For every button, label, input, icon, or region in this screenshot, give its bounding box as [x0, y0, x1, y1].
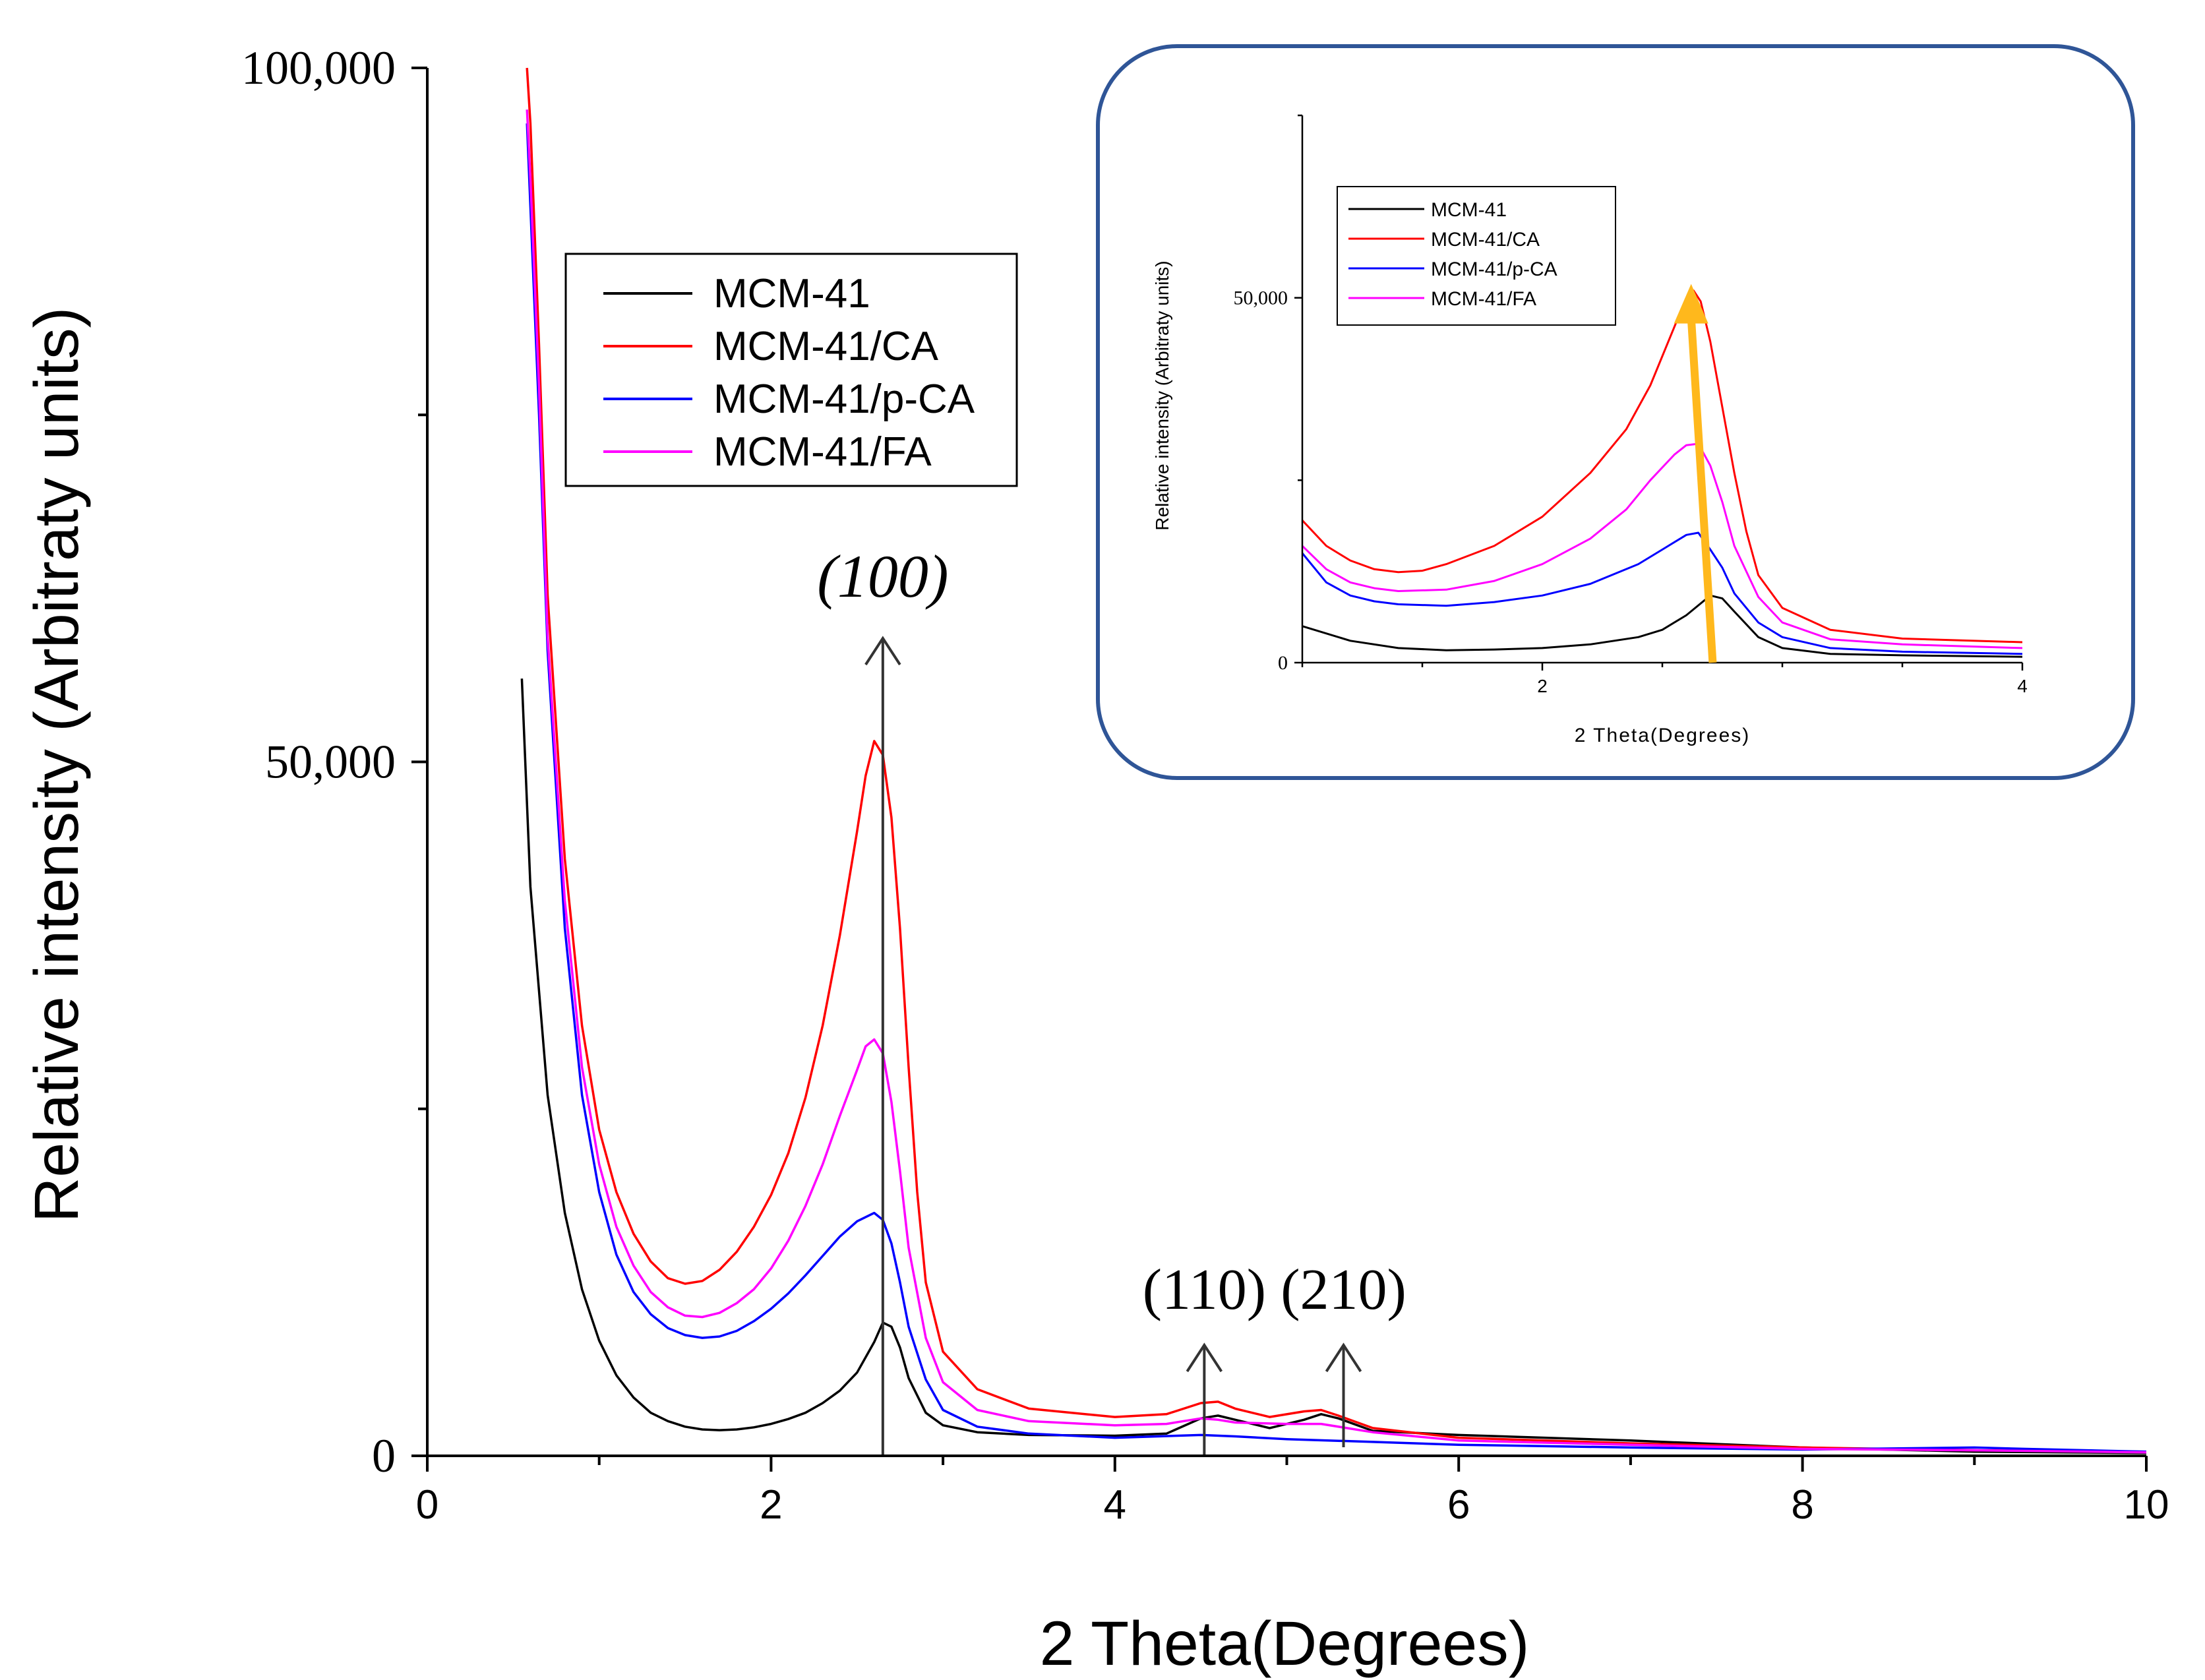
inset-panel: 2 4 0 50,000 2 Theta(Degrees) Relative inte… [1096, 44, 2135, 780]
series-mcm-41-p-ca [526, 123, 2147, 1453]
inset-series-group [1302, 289, 2022, 658]
y-tick-label: 100,000 [241, 42, 396, 94]
series-mcm-41-ca [526, 67, 2147, 1453]
main-tick-labels: 0 2 4 6 8 10 0 50,000 100,000 [241, 42, 2169, 1528]
inset-frame [1096, 44, 2135, 780]
inset-arrow-shaft [1687, 316, 1717, 663]
x-axis-label: 2 Theta(Degrees) [1040, 1609, 1530, 1679]
legend-label-ca: MCM-41/CA [713, 324, 939, 369]
inset-x-tick-label: 2 [1537, 676, 1548, 696]
inset-y-axis-label: Relative intensity (Arbitraty units) [1152, 260, 1172, 530]
inset-y-tick-label: 0 [1278, 652, 1288, 674]
main-axes [411, 67, 2148, 1472]
inset-x-tick-label: 4 [2017, 676, 2028, 696]
x-tick-label: 6 [1447, 1482, 1470, 1528]
y-tick-label: 50,000 [265, 735, 396, 788]
inset-series-mcm-41-fa [1302, 442, 2022, 649]
main-annotations: (100) (110) (210) [817, 543, 1406, 1457]
inset-x-axis-label: 2 Theta(Degrees) [1575, 725, 1751, 746]
series-mcm-41 [520, 678, 2147, 1455]
peak-label-100: (100) [817, 543, 948, 610]
legend-label-fa: MCM-41/FA [713, 429, 932, 475]
x-tick-label: 8 [1791, 1482, 1813, 1528]
inset-axes [1294, 114, 2024, 671]
peak-label-110: (110) [1143, 1258, 1266, 1322]
y-axis-label: Relative intensity (Arbitraty units) [22, 307, 92, 1223]
legend-label-mcm41: MCM-41 [713, 271, 870, 316]
x-tick-label: 2 [760, 1482, 782, 1528]
inset-y-tick-label: 50,000 [1234, 287, 1288, 309]
y-tick-label: 0 [372, 1429, 396, 1482]
inset-highlight-arrow [1674, 284, 1717, 663]
peak-arrowhead-100 [864, 636, 901, 666]
main-plot: (100) (110) (210) 0 2 4 6 8 10 0 50,000 100,000 2 … [22, 42, 2169, 1679]
inset-series-mcm-41-ca [1302, 289, 2022, 644]
inset-legend-label-ca: MCM-41/CA [1431, 229, 1540, 251]
inset-arrow-head [1674, 284, 1708, 324]
peak-label-210: (210) [1281, 1258, 1406, 1322]
inset-tick-labels: 2 4 0 50,000 [1234, 287, 2028, 696]
inset-series-mcm-41 [1302, 594, 2022, 658]
x-tick-label: 10 [2124, 1482, 2169, 1528]
inset-legend-label-pca: MCM-41/p-CA [1431, 258, 1557, 280]
legend: MCM-41 MCM-41/CA MCM-41/p-CA MCM-41/FA [564, 253, 1018, 487]
x-tick-label: 4 [1104, 1482, 1126, 1528]
inset-legend-label-mcm41: MCM-41 [1431, 199, 1507, 221]
inset-series-mcm-41-p-ca [1302, 531, 2022, 655]
legend-label-pca: MCM-41/p-CA [713, 376, 975, 422]
peak-arrowhead-210 [1325, 1342, 1362, 1373]
inset-legend-label-fa: MCM-41/FA [1431, 288, 1536, 310]
peak-arrowhead-110 [1186, 1342, 1223, 1373]
x-tick-label: 0 [416, 1482, 438, 1528]
inset-legend: MCM-41 MCM-41/CA MCM-41/p-CA MCM-41/FA [1337, 186, 1616, 326]
series-mcm-41-fa [526, 109, 2147, 1454]
